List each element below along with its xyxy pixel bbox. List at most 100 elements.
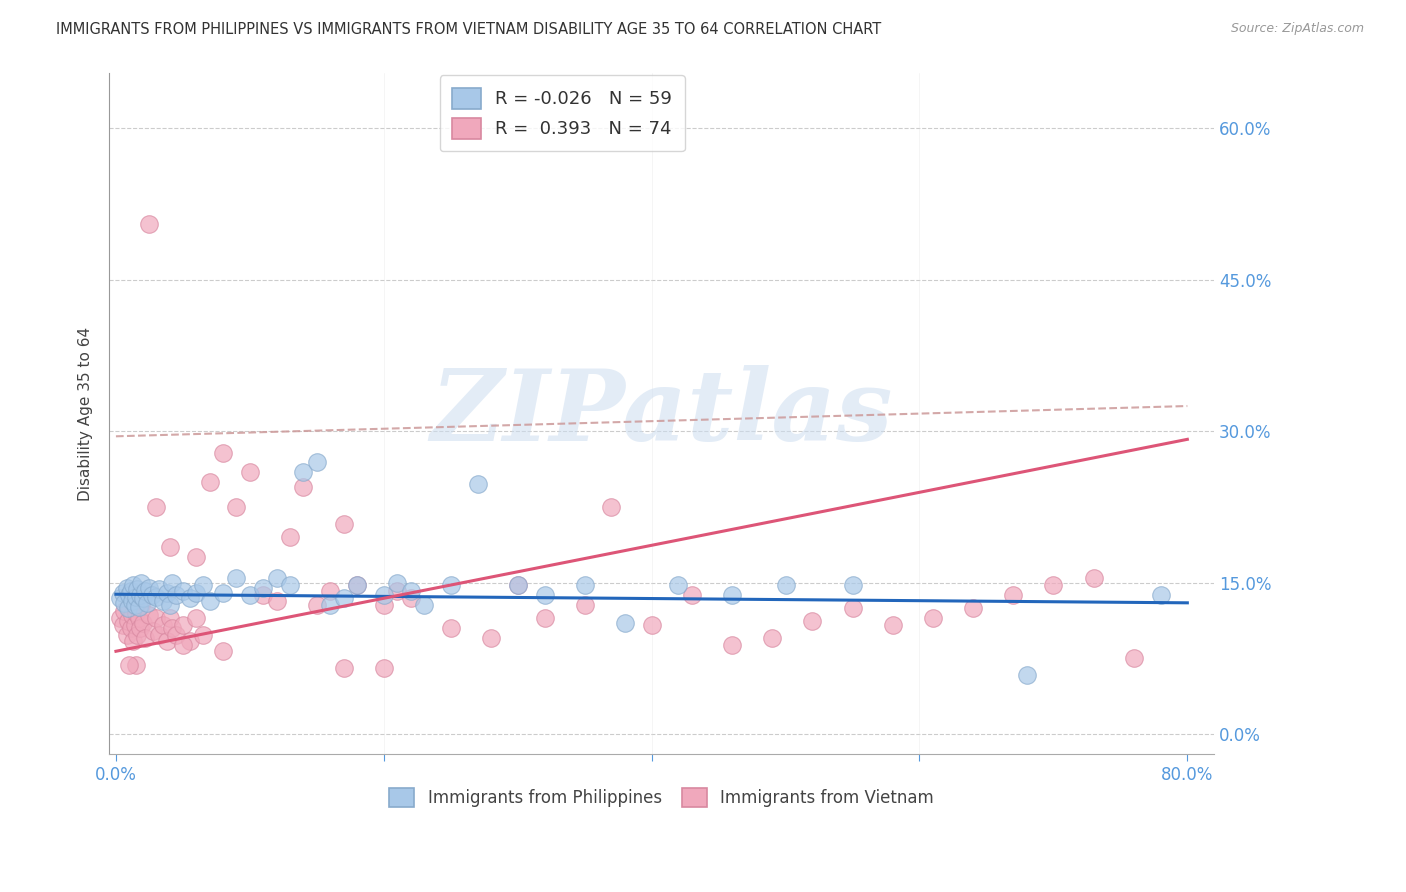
Point <box>266 571 288 585</box>
Point <box>128 611 150 625</box>
Point <box>159 598 181 612</box>
Point <box>191 577 214 591</box>
Point <box>305 454 328 468</box>
Point <box>668 577 690 591</box>
Point <box>117 600 139 615</box>
Point <box>399 583 422 598</box>
Point <box>186 585 208 599</box>
Point <box>179 634 201 648</box>
Point <box>841 600 863 615</box>
Point <box>118 658 141 673</box>
Point <box>332 591 354 605</box>
Point <box>172 638 194 652</box>
Point <box>160 575 183 590</box>
Point <box>385 583 408 598</box>
Point <box>319 583 342 598</box>
Point <box>198 594 221 608</box>
Point <box>600 500 623 514</box>
Point <box>159 611 181 625</box>
Point <box>148 628 170 642</box>
Point <box>131 575 153 590</box>
Point <box>121 594 143 608</box>
Point <box>127 628 149 642</box>
Point <box>239 465 262 479</box>
Point <box>801 614 824 628</box>
Point <box>346 577 368 591</box>
Point <box>141 588 163 602</box>
Point <box>292 465 315 479</box>
Point <box>131 598 153 612</box>
Point <box>479 631 502 645</box>
Point <box>165 588 187 602</box>
Point <box>152 618 174 632</box>
Point <box>125 658 148 673</box>
Point <box>721 638 744 652</box>
Point <box>121 607 143 622</box>
Point <box>373 661 395 675</box>
Point <box>373 598 395 612</box>
Point <box>186 611 208 625</box>
Point <box>156 585 179 599</box>
Point <box>252 588 274 602</box>
Point <box>761 631 783 645</box>
Point <box>160 621 183 635</box>
Point <box>127 582 149 596</box>
Point <box>212 644 235 658</box>
Point <box>413 598 436 612</box>
Point <box>129 588 152 602</box>
Point <box>1042 577 1064 591</box>
Point <box>533 611 555 625</box>
Point <box>346 577 368 591</box>
Point <box>225 500 247 514</box>
Point <box>172 583 194 598</box>
Point <box>138 607 160 622</box>
Point <box>278 577 301 591</box>
Point <box>467 476 489 491</box>
Point <box>191 628 214 642</box>
Point <box>112 596 135 610</box>
Point <box>332 661 354 675</box>
Point <box>122 634 145 648</box>
Point <box>148 582 170 596</box>
Point <box>115 628 138 642</box>
Point <box>1002 588 1025 602</box>
Legend: Immigrants from Philippines, Immigrants from Vietnam: Immigrants from Philippines, Immigrants … <box>382 781 941 814</box>
Point <box>399 591 422 605</box>
Point <box>292 480 315 494</box>
Text: Source: ZipAtlas.com: Source: ZipAtlas.com <box>1230 22 1364 36</box>
Point <box>122 577 145 591</box>
Point <box>129 621 152 635</box>
Point <box>613 615 636 630</box>
Point <box>239 588 262 602</box>
Point <box>533 588 555 602</box>
Point <box>775 577 797 591</box>
Point <box>138 581 160 595</box>
Point <box>721 588 744 602</box>
Point <box>1149 588 1171 602</box>
Text: ZIPatlas: ZIPatlas <box>430 366 893 462</box>
Point <box>159 541 181 555</box>
Point <box>198 475 221 489</box>
Point <box>212 446 235 460</box>
Point <box>156 634 179 648</box>
Point <box>138 218 160 232</box>
Point <box>186 550 208 565</box>
Point <box>128 599 150 614</box>
Point <box>440 621 463 635</box>
Point <box>120 621 142 635</box>
Point <box>278 530 301 544</box>
Point <box>135 596 157 610</box>
Point <box>373 588 395 602</box>
Point <box>252 581 274 595</box>
Point <box>118 600 141 615</box>
Point <box>132 615 155 630</box>
Y-axis label: Disability Age 35 to 64: Disability Age 35 to 64 <box>79 326 93 500</box>
Point <box>117 614 139 628</box>
Point <box>212 585 235 599</box>
Point <box>319 598 342 612</box>
Point <box>172 618 194 632</box>
Point <box>1015 668 1038 682</box>
Point <box>440 577 463 591</box>
Point <box>962 600 984 615</box>
Point <box>108 611 131 625</box>
